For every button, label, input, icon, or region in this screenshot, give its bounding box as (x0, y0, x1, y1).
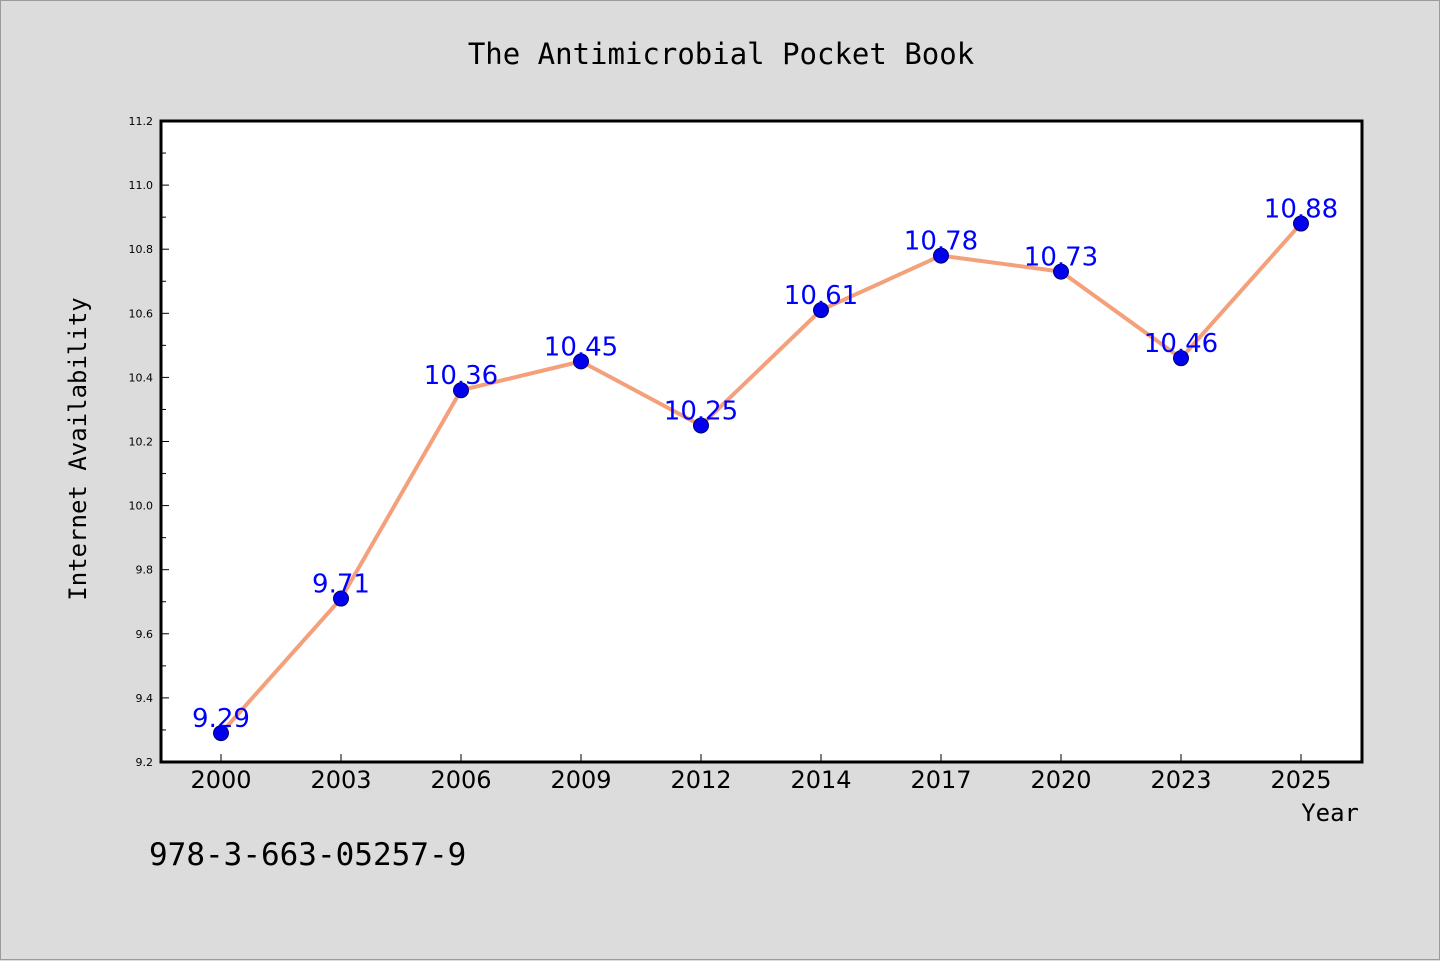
x-tick-label: 2017 (910, 766, 971, 794)
y-axis: 9.2 9.4 9.6 9.8 10.0 10.2 10.4 10.6 10.8 11.0 11.2 (129, 115, 169, 769)
data-point (1293, 215, 1309, 232)
y-tick-label: 9.4 (136, 692, 154, 705)
x-tick-label: 2009 (550, 766, 611, 794)
x-axis-label: Year (1301, 799, 1359, 827)
data-point (1173, 350, 1189, 367)
data-label: 10.36 (424, 361, 498, 391)
x-tick-label: 2023 (1150, 766, 1211, 794)
y-tick-label: 9.2 (136, 756, 154, 769)
data-label-layer: 9.29 9.71 10.36 10.45 10.25 10.61 10.78 10.73 10… (192, 195, 1338, 735)
y-tick-label: 9.8 (136, 564, 154, 577)
data-point (1053, 263, 1069, 280)
x-tick-label: 2025 (1270, 766, 1331, 794)
data-point (573, 353, 589, 370)
y-tick-label: 10.0 (129, 500, 154, 513)
x-tick-label: 2014 (790, 766, 851, 794)
y-tick-label: 10.8 (129, 243, 154, 256)
data-label: 9.29 (192, 704, 250, 734)
series-line (219, 221, 1303, 736)
y-tick-label: 10.2 (129, 436, 154, 449)
data-point (333, 590, 349, 607)
data-point (453, 382, 469, 399)
data-point (813, 302, 829, 319)
isbn-footnote: 978-3-663-05257-9 (149, 837, 466, 873)
x-tick-label: 2003 (310, 766, 371, 794)
data-label: 10.88 (1264, 195, 1338, 225)
y-axis-label: Internet Availability (64, 297, 92, 600)
plot-area (161, 121, 1362, 762)
data-point (213, 725, 229, 742)
data-label: 10.78 (904, 227, 978, 257)
data-label: 9.71 (312, 570, 370, 600)
y-tick-label: 11.2 (129, 115, 154, 128)
x-tick-label: 2006 (430, 766, 491, 794)
data-point (693, 417, 709, 434)
data-label: 10.73 (1024, 243, 1098, 273)
series-layer (213, 215, 1309, 742)
data-label: 10.46 (1144, 329, 1218, 359)
plot-border (159, 119, 1364, 764)
x-tick-label: 2020 (1030, 766, 1091, 794)
x-axis: 2000 2003 2006 2009 2012 2014 2017 2020 2023 2025 (190, 754, 1332, 794)
x-tick-label: 2012 (670, 766, 731, 794)
y-tick-label: 10.4 (129, 371, 154, 384)
data-label: 10.61 (784, 281, 858, 311)
y-tick-label: 11.0 (129, 179, 154, 192)
y-tick-label: 9.6 (136, 628, 154, 641)
data-point (933, 247, 949, 264)
x-tick-label: 2000 (190, 766, 251, 794)
data-label: 10.45 (544, 332, 618, 362)
chart-title: The Antimicrobial Pocket Book (468, 37, 975, 71)
data-label: 10.25 (664, 396, 738, 426)
y-tick-label: 10.6 (129, 307, 154, 320)
